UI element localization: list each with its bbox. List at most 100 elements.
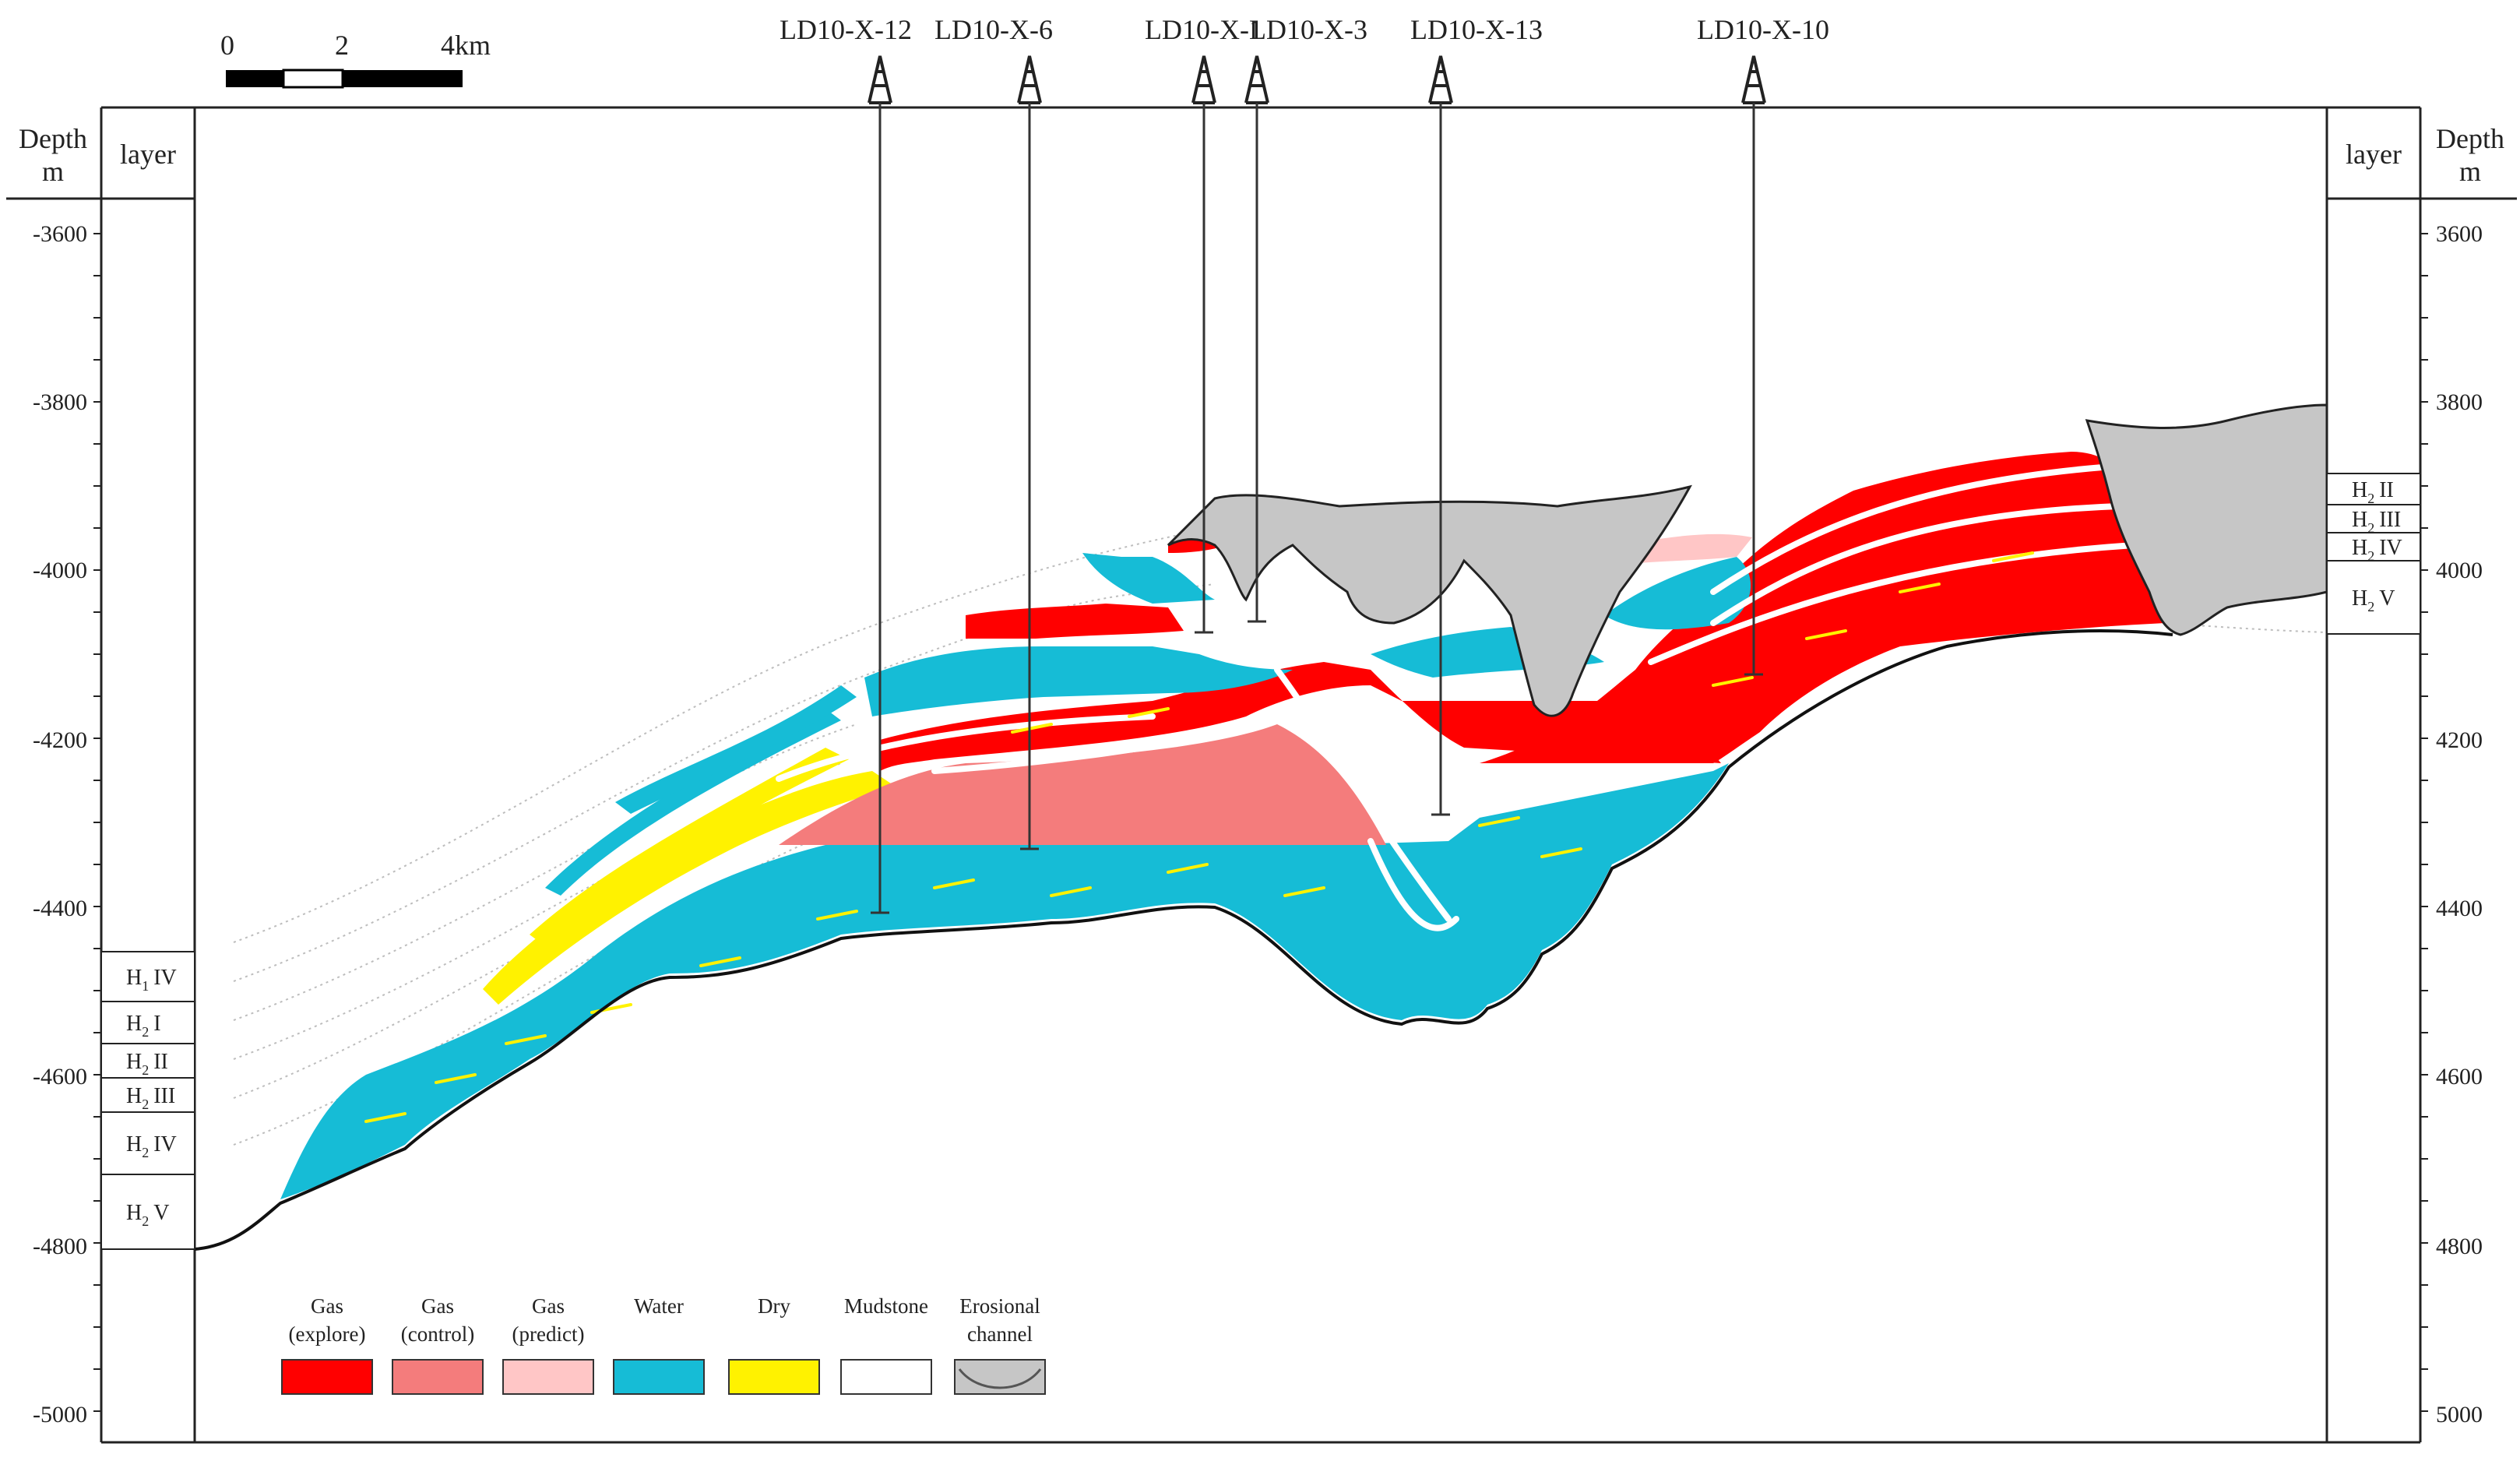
layer-label: H2 V [126, 1201, 169, 1229]
depth-tick-right: 5000 [2436, 1402, 2483, 1428]
depth-tick-left: -4400 [33, 896, 87, 921]
layer-cell [100, 951, 195, 1002]
layer-box: H2 III [2326, 504, 2421, 536]
layer-box: H2 IV [2326, 532, 2421, 564]
well-label: LD10-X-6 [934, 14, 1053, 45]
water-band-upper-2 [1082, 553, 1215, 604]
scale-label-4km: 4km [441, 30, 491, 61]
legend-sublabel: (control) [401, 1322, 474, 1346]
legend-item: Gas (control) [392, 1294, 484, 1395]
left-header: Depth m layer [19, 123, 176, 187]
depth-tick-left: -4200 [33, 727, 87, 753]
gas-explore-center [880, 662, 1721, 771]
legend: Gas (explore) Gas (control) Gas (predict) Wate… [281, 1294, 1046, 1395]
well-LD10-X-1: LD10-X-1 [1145, 14, 1263, 634]
legend-label: Mudstone [844, 1294, 928, 1318]
gas-control-zone [779, 724, 1386, 845]
water-zone-lower [280, 763, 1729, 1199]
legend-swatch [840, 1359, 932, 1395]
legend-label: Erosional [959, 1294, 1040, 1318]
legend-label: Dry [758, 1294, 790, 1318]
right-header: layer Depth m [2346, 123, 2504, 187]
well-label: LD10-X-12 [780, 14, 912, 45]
layer-cell [100, 1111, 195, 1175]
well-label: LD10-X-1 [1145, 14, 1263, 45]
layer-label: H2 I [126, 1012, 161, 1040]
depth-unit-right: m [2459, 156, 2481, 187]
water-tongue-2 [615, 685, 857, 814]
legend-item: Erosional channel [954, 1294, 1046, 1395]
legend-swatch [502, 1359, 594, 1395]
scale-bar: 0 2 4km [220, 30, 491, 89]
layer-box: H2 I [100, 1001, 195, 1044]
layer-label: H2 IV [2352, 536, 2402, 564]
layer-cell [100, 1174, 195, 1250]
layer-header-left: layer [120, 139, 176, 170]
derrick-icon [868, 55, 892, 104]
layer-box: H2 III [100, 1077, 195, 1113]
depth-tick-left: -3800 [33, 389, 87, 415]
layer-label: H2 III [2352, 508, 2401, 536]
derrick-icon [1244, 55, 1269, 104]
derrick-icon [1017, 55, 1042, 104]
layer-label: H2 II [126, 1050, 168, 1078]
left-layer-column: H1 IV H2 I H2 II H2 III H2 IV H2 V [100, 951, 195, 1250]
well-label: LD10-X-13 [1410, 14, 1543, 45]
scale-label-2: 2 [335, 30, 349, 61]
legend-label: Gas [421, 1294, 454, 1318]
layer-label: H2 II [2352, 478, 2394, 506]
legend-item: Dry [728, 1294, 820, 1395]
legend-sublabel: (predict) [512, 1322, 585, 1346]
depth-header-left: Depth [19, 123, 87, 154]
layer-cell [100, 1001, 195, 1044]
depth-tick-right: 4200 [2436, 727, 2483, 753]
depth-tick-right: 3800 [2436, 389, 2483, 415]
well-LD10-X-3: LD10-X-3 [1244, 14, 1367, 623]
legend-swatch [392, 1359, 484, 1395]
legend-item: Mudstone [840, 1294, 932, 1395]
layer-cell [2326, 560, 2421, 635]
layer-box: H2 II [100, 1043, 195, 1079]
water-band-upper-1 [864, 646, 1293, 716]
dry-zone [483, 771, 896, 1005]
derrick-icon [1191, 55, 1216, 104]
layer-cell [2326, 473, 2421, 505]
legend-item: Gas (predict) [502, 1294, 594, 1395]
layer-label: H2 IV [126, 1132, 177, 1160]
well-LD10-X-6: LD10-X-6 [934, 14, 1053, 850]
layer-cell [100, 1043, 195, 1079]
depth-unit-left: m [42, 156, 64, 187]
layer-box: H2 V [2326, 560, 2421, 635]
legend-swatch [728, 1359, 820, 1395]
depth-tick-right: 4600 [2436, 1064, 2483, 1090]
derrick-icon [1428, 55, 1453, 104]
depth-tick-left: -4800 [33, 1234, 87, 1259]
dry-zone-2 [530, 748, 849, 946]
layer-box: H2 IV [100, 1111, 195, 1175]
layer-label: H1 IV [126, 966, 177, 994]
depth-ticks: -3600 3600 -3800 3800 -4000 4000 -4200 4200 -440… [33, 221, 2483, 1428]
well-LD10-X-12: LD10-X-12 [780, 14, 912, 914]
legend-sublabel: (explore) [289, 1322, 366, 1346]
scale-label-0: 0 [220, 30, 234, 61]
well-label: LD10-X-3 [1249, 14, 1367, 45]
depth-tick-right: 4800 [2436, 1234, 2483, 1259]
frame [6, 106, 2517, 1444]
legend-label: Water [634, 1294, 684, 1318]
layer-cell [100, 1077, 195, 1113]
layer-label: H2 V [2352, 586, 2395, 614]
legend-swatch [613, 1359, 705, 1395]
depth-header-right: Depth [2436, 123, 2504, 154]
layer-label: H2 III [126, 1084, 175, 1112]
legend-sublabel: channel [967, 1322, 1033, 1346]
depth-tick-right: 3600 [2436, 221, 2483, 247]
water-band-right [1604, 557, 1751, 630]
layer-box: H1 IV [100, 951, 195, 1002]
legend-swatch [281, 1359, 373, 1395]
water-tongue-1 [545, 709, 841, 896]
base-boundary [194, 629, 2173, 1251]
depth-tick-left: -5000 [33, 1402, 87, 1428]
